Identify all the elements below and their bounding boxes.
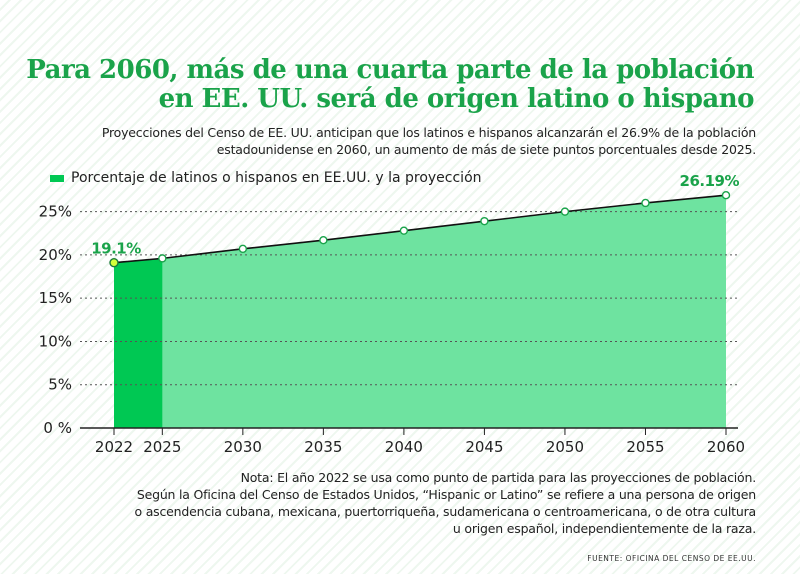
chart-subtitle: Proyecciones del Censo de EE. UU. antici… bbox=[40, 124, 756, 158]
data-point-2055 bbox=[641, 198, 650, 208]
area-fill bbox=[114, 195, 726, 428]
data-point-2060 bbox=[721, 190, 731, 200]
note-line-3: o ascendencia cubana, mexicana, puertorr… bbox=[134, 504, 757, 519]
x-tick-label-2035: 2035 bbox=[304, 438, 342, 456]
footnote: Nota: El año 2022 se usa como punto de p… bbox=[20, 469, 757, 537]
x-tick-label-2060: 2060 bbox=[707, 438, 745, 456]
y-tick-label-0: 0 % bbox=[43, 419, 72, 437]
data-point-2030 bbox=[238, 244, 248, 254]
y-tick-label-25: 25% bbox=[39, 203, 72, 221]
y-tick-label-20: 20% bbox=[39, 246, 72, 264]
chart-legend: Porcentaje de latinos o hispanos en EE.U… bbox=[50, 170, 482, 186]
x-tick-label-2025: 2025 bbox=[143, 438, 181, 456]
y-tick-label-10: 10% bbox=[39, 332, 72, 350]
subtitle-line-2: estadounidense en 2060, un aumento de má… bbox=[216, 142, 756, 157]
data-point-2025 bbox=[158, 254, 167, 263]
data-point-2050 bbox=[560, 207, 570, 216]
source-credit: Fuente: Oficina del Censo de EE.UU. bbox=[587, 554, 756, 563]
x-tick-label-2040: 2040 bbox=[385, 438, 423, 456]
x-tick-label-2030: 2030 bbox=[224, 438, 262, 456]
title-line-2: en EE. UU. será de origen latino o hispa… bbox=[158, 84, 755, 114]
chart-title: Para 2060, más de una cuarta parte de la… bbox=[10, 56, 754, 114]
data-point-2022 bbox=[109, 257, 119, 268]
data-point-2045 bbox=[480, 216, 489, 226]
note-line-1: Nota: El año 2022 se usa como punto de p… bbox=[240, 470, 757, 485]
title-line-1: Para 2060, más de una cuarta parte de la… bbox=[26, 55, 754, 85]
data-label-2060: 26.19% bbox=[680, 172, 740, 190]
x-tick-label-2045: 2045 bbox=[465, 438, 503, 456]
x-tick-label-2055: 2055 bbox=[626, 438, 664, 456]
x-tick-label-2022: 2022 bbox=[95, 438, 133, 456]
y-tick-label-5: 5% bbox=[48, 376, 72, 394]
y-tick-label-15: 15% bbox=[39, 289, 72, 307]
legend-swatch bbox=[50, 174, 64, 182]
highlight-bar-2022-2025 bbox=[114, 258, 163, 428]
subtitle-line-1: Proyecciones del Censo de EE. UU. antici… bbox=[101, 125, 756, 140]
note-line-4: u origen español, independientemente de … bbox=[452, 521, 756, 536]
legend-label: Porcentaje de latinos o hispanos en EE.U… bbox=[71, 170, 482, 186]
data-point-2035 bbox=[319, 235, 328, 245]
x-tick-label-2050: 2050 bbox=[546, 438, 584, 456]
note-line-2: Según la Oficina del Censo de Estados Un… bbox=[136, 487, 756, 502]
data-point-2040 bbox=[399, 226, 409, 235]
data-label-2022: 19.1% bbox=[91, 240, 141, 258]
